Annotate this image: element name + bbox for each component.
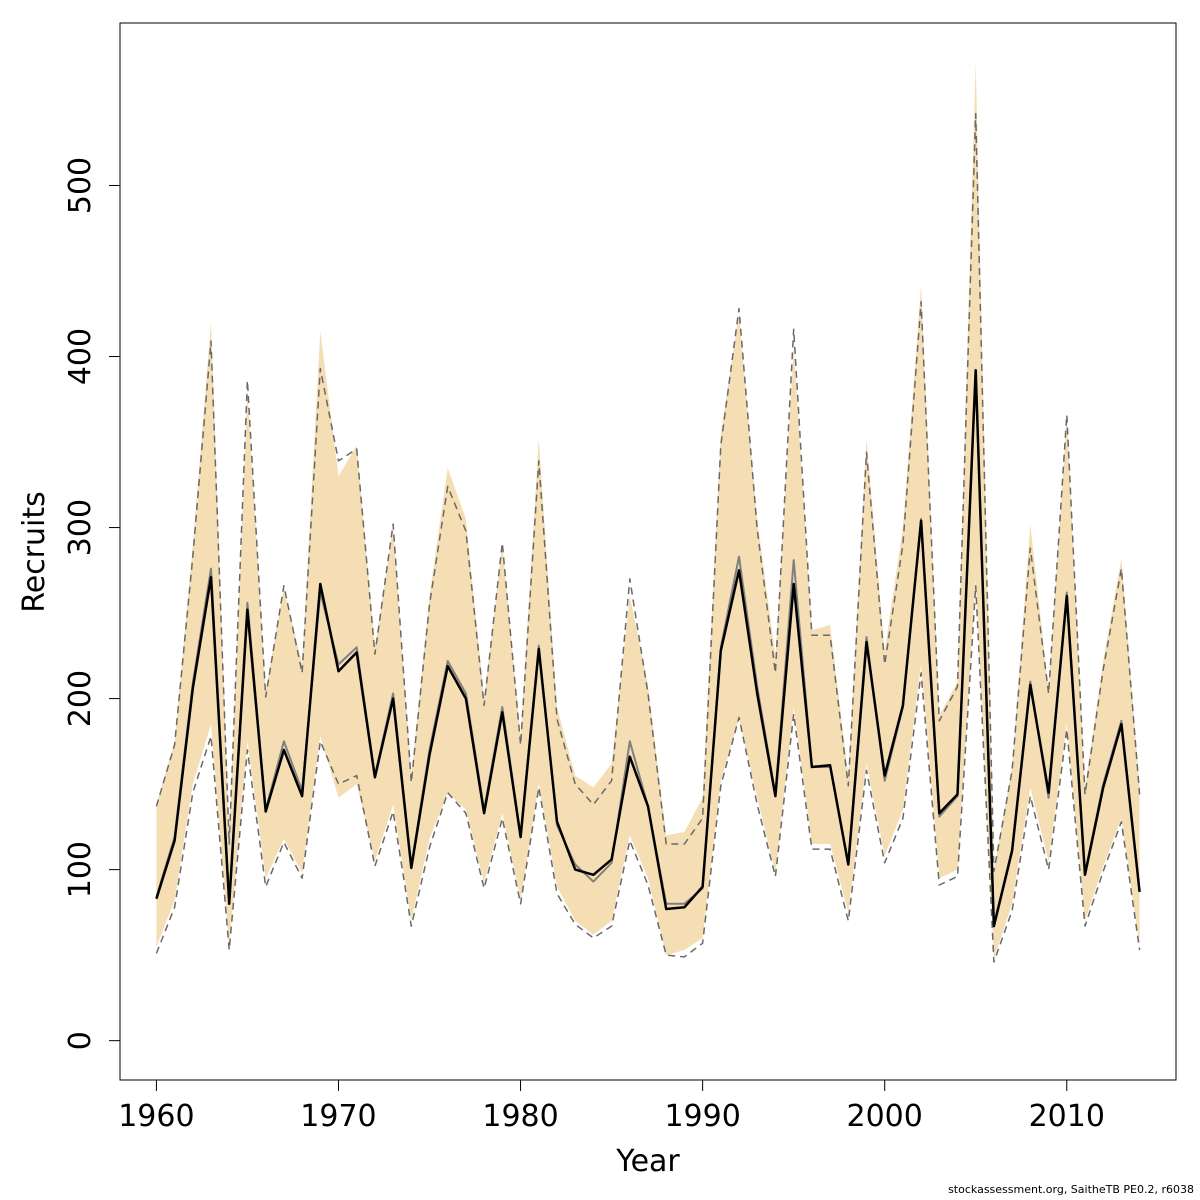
plot-frame (119, 22, 1177, 1081)
y-tick-label: 100 (63, 841, 98, 898)
x-tick-label: 1990 (664, 1099, 740, 1134)
series-line-lower-ci (155, 584, 1141, 963)
y-tick-label: 0 (63, 1031, 98, 1050)
y-tick-label: 200 (63, 670, 98, 727)
y-axis-label: Recruits (17, 491, 52, 613)
confidence-band (156, 62, 1140, 959)
y-tick-label: 300 (63, 499, 98, 556)
footer-credit: stockassessment.org, SaitheTB PE0.2, r60… (948, 1183, 1194, 1196)
x-axis: 1960 1970 1980 1990 2000 2010 (118, 1079, 1105, 1134)
series-line-estimate (155, 368, 1141, 928)
x-tick-label: 1970 (300, 1099, 376, 1134)
x-tick-label: 2010 (1029, 1099, 1105, 1134)
x-axis-label: Year (615, 1144, 680, 1179)
y-tick-label: 500 (63, 157, 98, 214)
series-line-layer (155, 112, 1141, 963)
x-tick-label: 1960 (118, 1099, 194, 1134)
series-line-upper-ci (155, 112, 1141, 873)
confidence-band-layer (156, 62, 1140, 959)
y-tick-label: 400 (63, 328, 98, 385)
x-tick-label: 1980 (482, 1099, 558, 1134)
y-axis: 0 100 200 300 400 500 (63, 157, 121, 1050)
x-tick-label: 2000 (847, 1099, 923, 1134)
